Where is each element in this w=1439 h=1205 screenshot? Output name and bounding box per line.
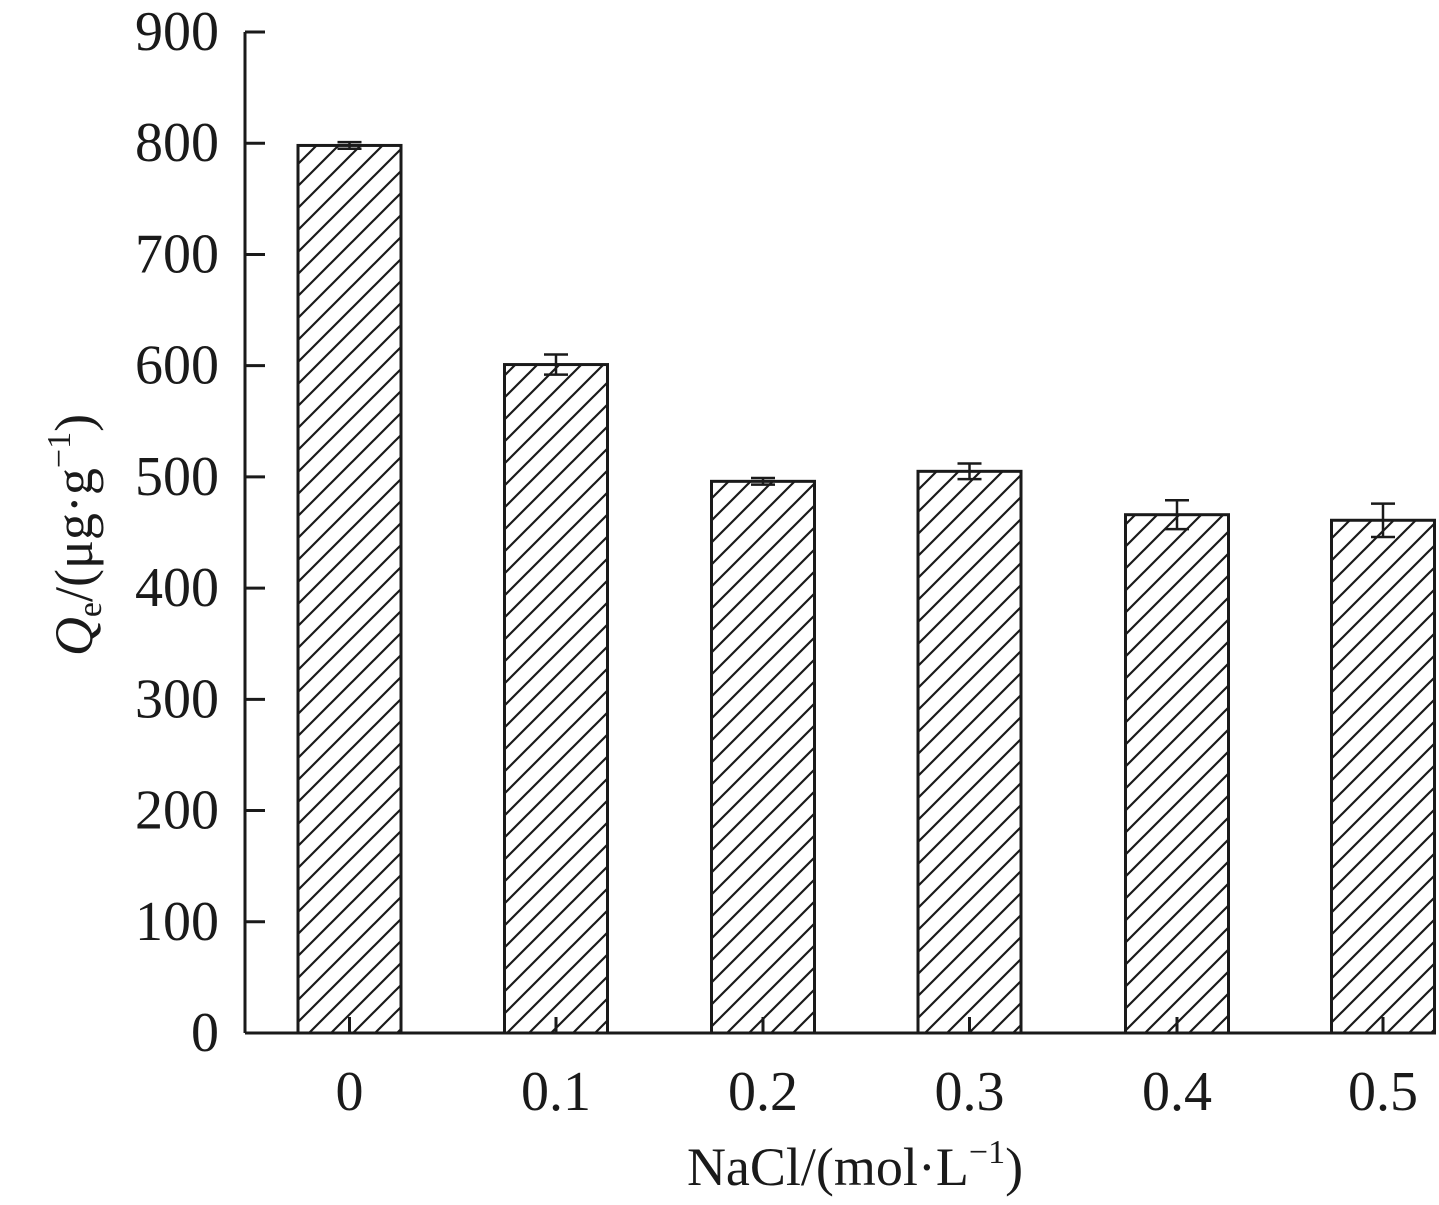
y-tick-label: 700 — [135, 223, 219, 285]
y-tick-label: 300 — [135, 668, 219, 730]
y-tick-label: 900 — [135, 1, 219, 63]
error-bar-0 — [337, 140, 362, 151]
error-bar-0.3 — [957, 462, 982, 481]
y-tick-label: 0 — [191, 1002, 219, 1064]
x-axis-label-main: NaCl/(mol·L — [687, 1137, 969, 1197]
y-axis-label-main: /(μg·g — [44, 468, 104, 602]
x-axis-label: NaCl/(mol·L−1) — [687, 1134, 1023, 1197]
error-bars-layer — [337, 140, 1395, 539]
y-axis-label-sub: e — [72, 602, 109, 617]
error-bar-0.5 — [1371, 502, 1395, 539]
y-tick-label: 600 — [135, 335, 219, 397]
error-bar-0.2 — [751, 476, 775, 486]
bar-0.5 — [1330, 518, 1436, 1035]
x-tick-label: 0.4 — [1142, 1061, 1212, 1123]
x-tick-label: 0.5 — [1348, 1061, 1418, 1123]
y-axis-label-sup: −1 — [41, 432, 78, 468]
bar-0.2 — [710, 479, 816, 1035]
y-tick-label: 500 — [135, 446, 219, 508]
bars-layer — [296, 143, 1436, 1035]
bar-0 — [296, 143, 403, 1035]
x-tick-label: 0.1 — [521, 1061, 591, 1123]
error-bar-0.1 — [544, 353, 568, 376]
x-tick-label: 0.3 — [935, 1061, 1005, 1123]
y-axis-label: Qe/(μg·g−1) — [41, 414, 109, 656]
y-tick-label: 200 — [135, 780, 219, 842]
error-bar-0.4 — [1165, 498, 1189, 531]
bar-0.1 — [503, 363, 609, 1035]
x-axis-label-close: ) — [1005, 1137, 1023, 1197]
y-tick-label: 400 — [135, 557, 219, 619]
x-ticks-layer: 0 0.1 0.2 0.3 0.4 0.5 — [336, 1017, 1418, 1123]
bar-0.3 — [916, 469, 1023, 1035]
bar-0.4 — [1124, 513, 1230, 1035]
y-axis-label-symbol: Q — [44, 617, 104, 656]
x-axis-label-sup: −1 — [969, 1134, 1005, 1171]
y-tick-label: 800 — [135, 112, 219, 174]
y-axis-label-close: ) — [44, 414, 104, 432]
y-tick-label: 100 — [135, 891, 219, 953]
x-tick-label: 0 — [336, 1061, 364, 1123]
x-tick-label: 0.2 — [728, 1061, 798, 1123]
y-ticks-layer: 0 100 200 300 400 500 600 700 800 900 — [135, 1, 265, 1064]
axes-layer — [243, 32, 1436, 1035]
